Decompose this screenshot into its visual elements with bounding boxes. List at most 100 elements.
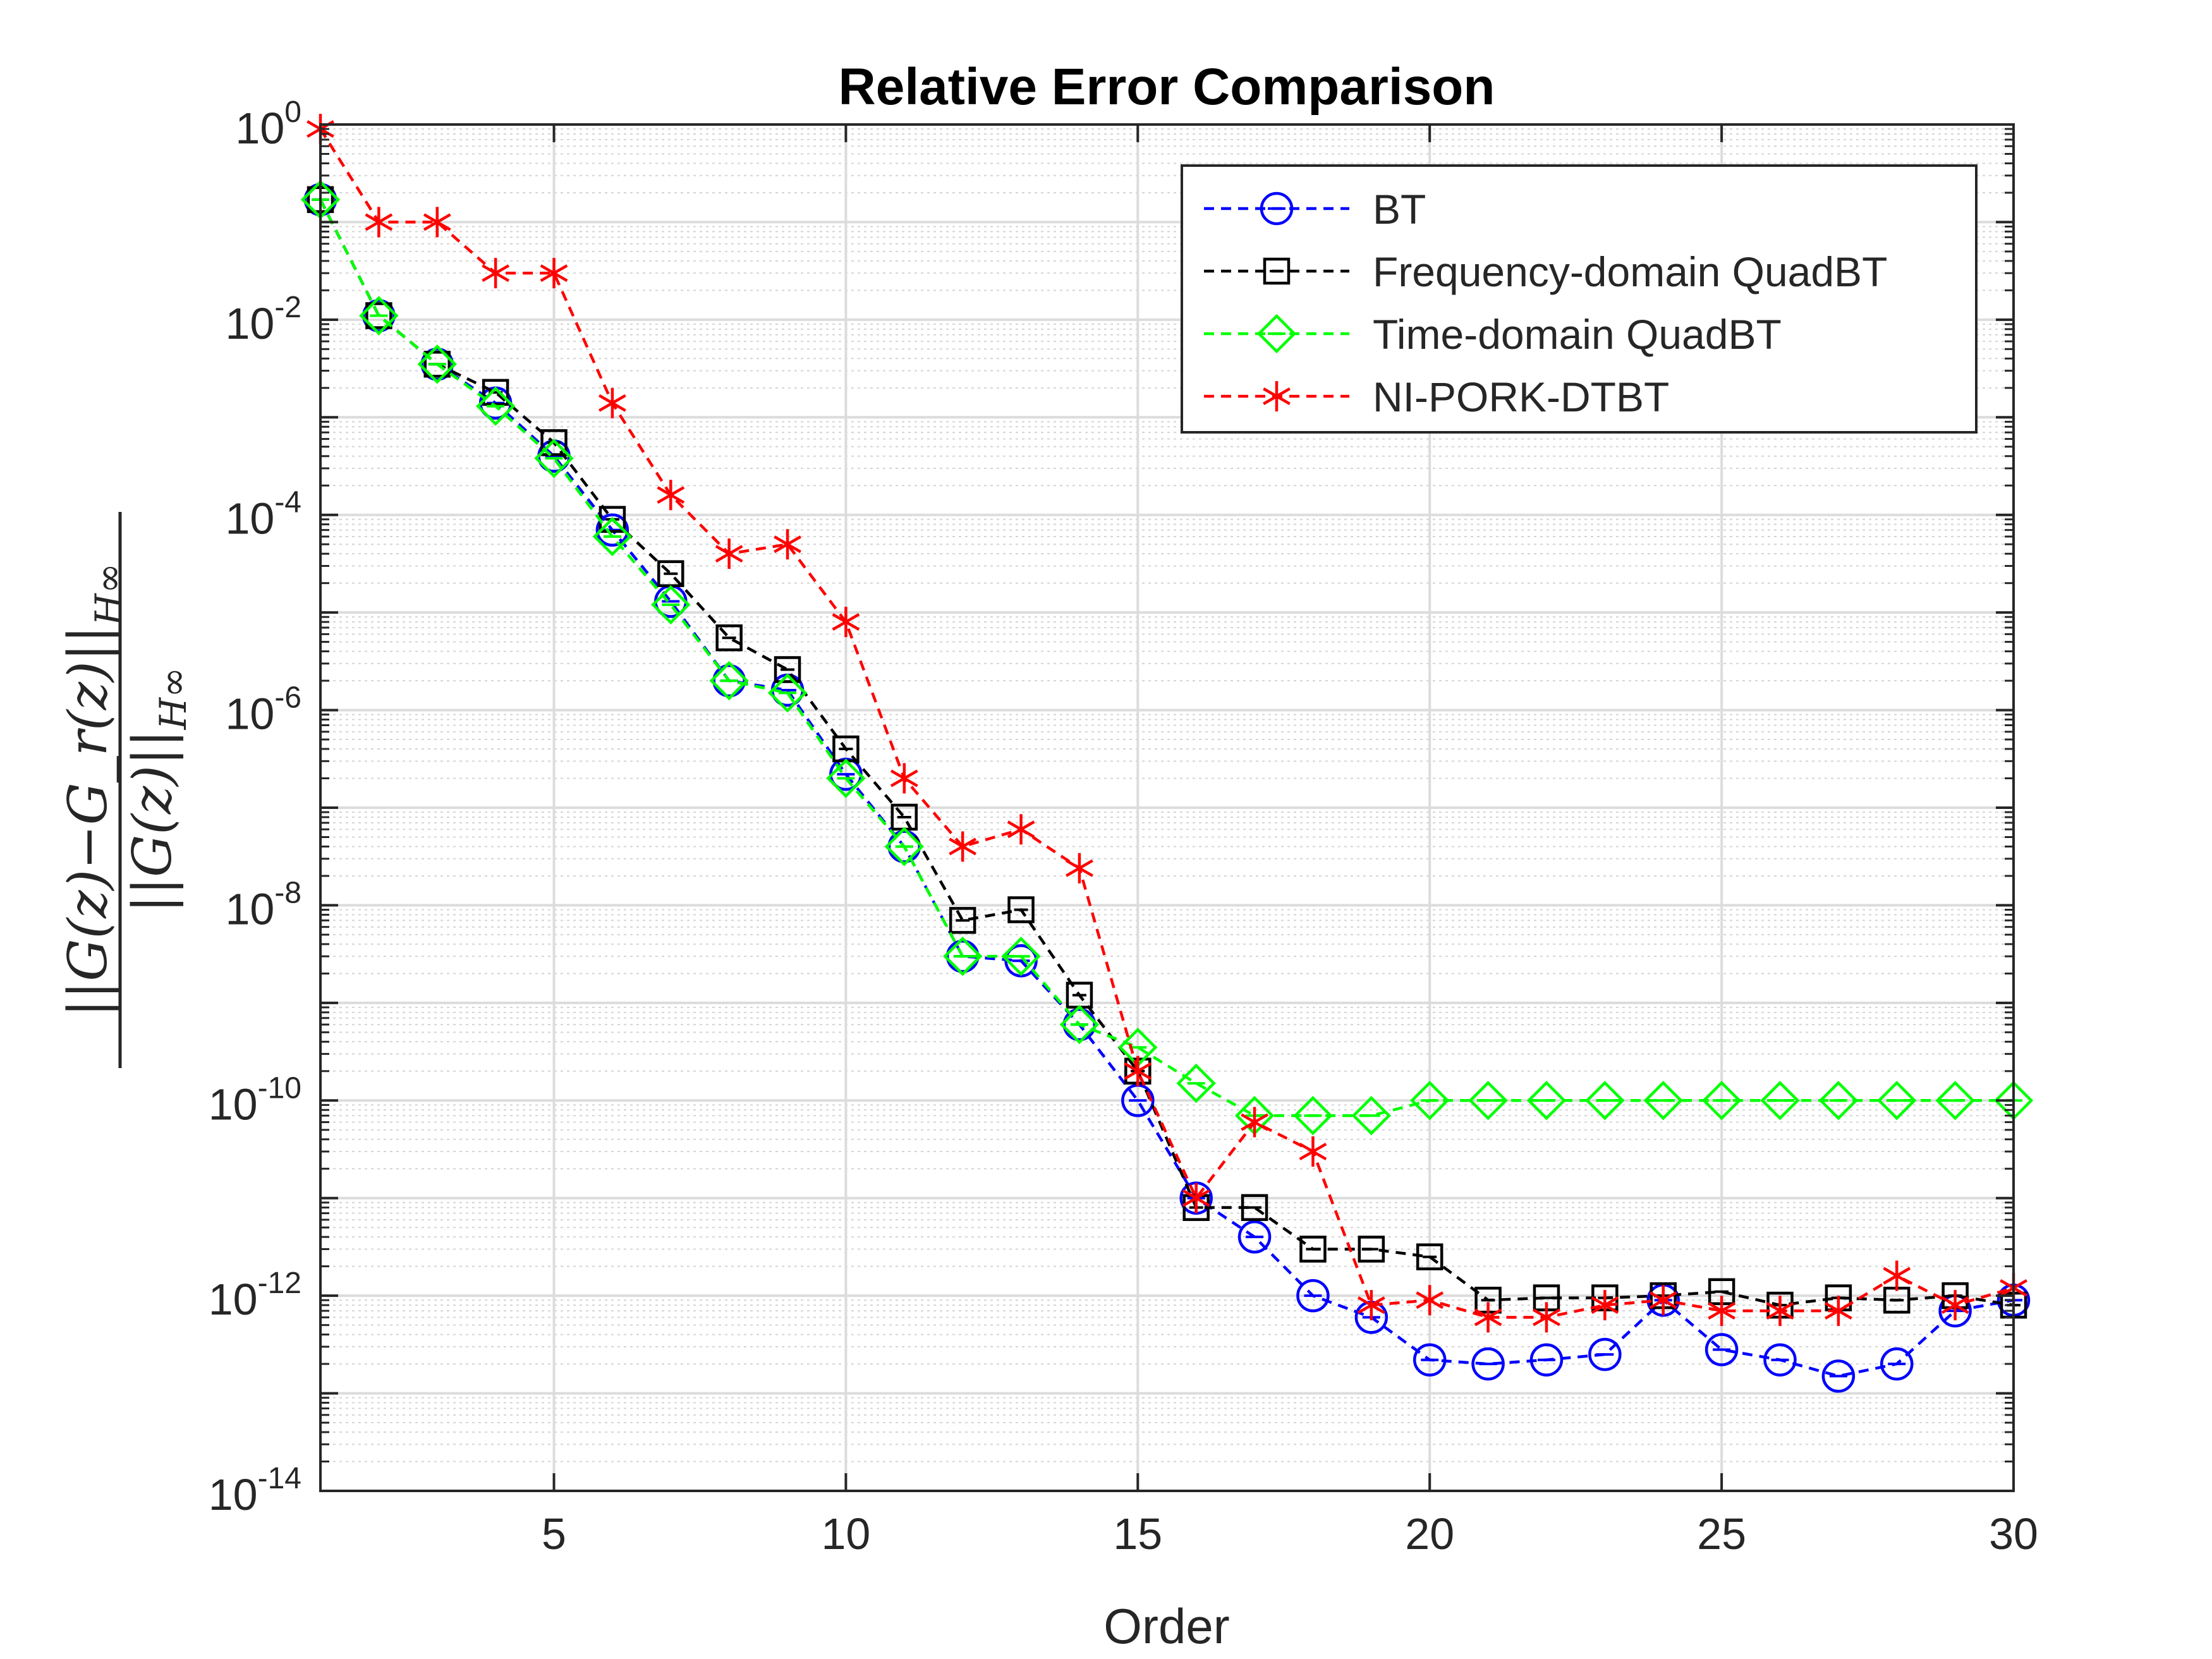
y-tick-base: 10: [209, 1275, 258, 1324]
y-axis-label-denominator: ||G(z)||H∞: [121, 667, 195, 913]
data-point: [1818, 1081, 1859, 1121]
data-point: [1643, 1081, 1683, 1121]
y-tick-label: 10-6: [225, 681, 301, 739]
x-axis-label: Order: [1103, 1598, 1229, 1654]
data-point: [1001, 936, 1041, 976]
data-point: [1585, 1081, 1625, 1121]
data-point: [423, 207, 451, 238]
data-point: [1182, 1182, 1210, 1213]
x-tick-label: 30: [1989, 1509, 2038, 1559]
data-point: [1649, 1285, 1677, 1316]
y-tick-base: 10: [225, 884, 274, 933]
y-axis-label-numerator-text: ||G(z)−G_r(z)||: [57, 626, 119, 1018]
data-point: [832, 607, 860, 638]
y-tick-base: 10: [225, 690, 274, 739]
y-tick-exponent: -10: [258, 1071, 301, 1105]
data-point: [1296, 1279, 1330, 1313]
data-point: [949, 907, 976, 934]
data-point: [1526, 1081, 1567, 1121]
data-point: [1241, 1107, 1268, 1138]
y-axis-label-numerator: ||G(z)−G_r(z)||H∞: [57, 563, 130, 1017]
data-point: [715, 624, 743, 652]
x-tick-labels: 5 10 15 20 25 30: [542, 1509, 2038, 1559]
data-point: [1474, 1302, 1502, 1333]
data-point: [1471, 1347, 1505, 1381]
data-point: [709, 660, 749, 701]
data-point: [1007, 896, 1035, 923]
data-point: [1588, 1337, 1622, 1371]
y-tick-base: 10: [209, 1079, 258, 1129]
data-point: [826, 758, 866, 798]
data-point: [1124, 1055, 1152, 1086]
series-time-domain-quadbt: [300, 179, 2034, 1136]
data-point: [1468, 1081, 1508, 1121]
data-point: [598, 387, 626, 418]
legend-box: [1181, 164, 1978, 434]
y-tick-base: 10: [225, 494, 274, 544]
y-tick-exponent: -4: [274, 486, 301, 520]
data-point: [1760, 1081, 1800, 1121]
data-point: [942, 936, 983, 976]
data-point: [949, 831, 977, 862]
y-tick-base: 10: [209, 1470, 258, 1519]
chart-title: Relative Error Comparison: [839, 58, 1495, 116]
data-point: [1533, 1302, 1560, 1333]
data-point: [417, 344, 457, 384]
legend-entry-bt: BT: [1204, 186, 1426, 233]
legend-label: BT: [1373, 186, 1426, 233]
series-layer: [300, 114, 2034, 1393]
y-axis-label-denominator-text: ||G(z)||: [121, 729, 183, 913]
data-point: [1241, 1194, 1268, 1221]
y-tick-exponent: -8: [274, 876, 301, 909]
series-line-ni-pork-dtbt: [319, 128, 2014, 1319]
data-point: [1941, 1290, 1969, 1321]
data-point: [1007, 814, 1035, 845]
data-point: [1237, 1220, 1272, 1254]
y-axis-label: ||G(z)−G_r(z)||H∞ ||G(z)||H∞: [57, 512, 195, 1068]
data-point: [1708, 1296, 1736, 1327]
y-tick-label: 10-10: [209, 1071, 301, 1129]
tick-marks: [320, 123, 2015, 1492]
data-point: [1883, 1260, 1911, 1291]
data-point: [540, 258, 568, 289]
data-point: [1416, 1285, 1444, 1316]
series-ni-pork-dtbt: [307, 114, 2027, 1333]
y-tick-base: 10: [235, 104, 284, 153]
data-point: [1358, 1236, 1385, 1263]
data-point: [1701, 1081, 1742, 1121]
data-point: [890, 763, 918, 794]
data-point: [540, 429, 568, 456]
data-point: [482, 258, 510, 289]
x-tick-label: 25: [1697, 1509, 1746, 1559]
y-axis-label-denominator-subscript: H∞: [152, 667, 195, 730]
data-point: [884, 827, 924, 866]
data-point: [1824, 1296, 1852, 1327]
legend-label: Time-domain QuadBT: [1373, 311, 1782, 358]
data-point: [1880, 1347, 1914, 1381]
y-tick-label: 10-4: [225, 486, 301, 544]
data-point: [1877, 1081, 1917, 1121]
data-point: [1821, 1359, 1856, 1393]
data-point: [1766, 1296, 1794, 1327]
data-point: [774, 656, 801, 683]
x-tick-label: 5: [542, 1509, 566, 1559]
x-tick-label: 20: [1405, 1509, 1454, 1559]
data-point: [534, 438, 574, 478]
y-tick-exponent: -14: [258, 1462, 301, 1495]
data-point: [1416, 1243, 1443, 1270]
data-point: [767, 673, 808, 713]
data-point: [1293, 1096, 1333, 1136]
data-point: [1529, 1343, 1564, 1376]
legend-label: NI-PORK-DTBT: [1373, 374, 1669, 420]
y-tick-label: 10-2: [225, 291, 301, 348]
data-point: [1705, 1333, 1739, 1366]
y-tick-base: 10: [225, 299, 274, 348]
data-point: [1299, 1136, 1327, 1167]
legend-marker: [1263, 257, 1291, 285]
y-tick-exponent: -6: [274, 681, 301, 715]
data-point: [1176, 1063, 1216, 1103]
data-point: [365, 207, 393, 238]
data-point: [1413, 1343, 1447, 1376]
